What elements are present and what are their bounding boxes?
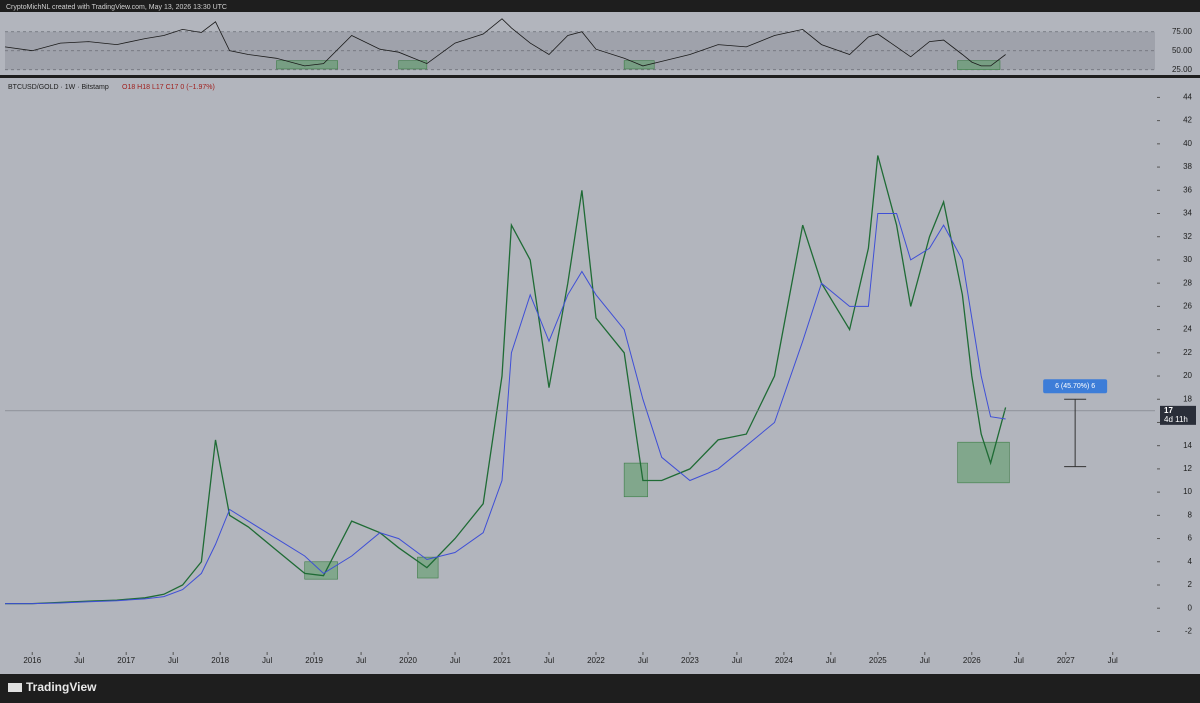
y-tick-label: 0 [1188, 603, 1193, 612]
y-tick-label: -2 [1185, 627, 1193, 636]
x-tick-label: 2023 [681, 656, 699, 665]
y-tick-label: 44 [1183, 93, 1192, 102]
y-tick-label: 6 [1188, 534, 1193, 543]
highlight-zone [276, 60, 338, 70]
y-tick-label: 40 [1183, 139, 1192, 148]
highlight-zone [957, 441, 1010, 484]
x-tick-label: 2025 [869, 656, 887, 665]
x-tick-label: 2016 [23, 656, 41, 665]
x-tick-label: Jul [920, 656, 930, 665]
y-tick-label: 2 [1188, 580, 1193, 589]
y-tick-label: 28 [1183, 278, 1192, 287]
x-tick-label: Jul [168, 656, 178, 665]
x-tick-label: 2018 [211, 656, 229, 665]
measure-label: 6 (45.70%) 6 [1055, 383, 1095, 390]
series-line [5, 155, 1007, 605]
series-line [4, 18, 1006, 67]
logo-text: TradingView [26, 680, 97, 694]
x-tick-label: 2022 [587, 656, 605, 665]
x-tick-label: Jul [1014, 656, 1024, 665]
y-tick-label: 20 [1183, 371, 1192, 380]
price-pane [0, 78, 1200, 674]
measure-box [1043, 379, 1108, 394]
y-tick-label: 26 [1183, 301, 1192, 310]
logo-mark [8, 683, 22, 692]
y-tick-label: 38 [1183, 162, 1192, 171]
x-tick-label: 2024 [775, 656, 793, 665]
x-tick-label: 2026 [963, 656, 981, 665]
x-tick-label: 2020 [399, 656, 417, 665]
y-tick-label: 32 [1183, 232, 1192, 241]
y-tick-label: 34 [1183, 209, 1192, 218]
y-tick-label: 4 [1188, 557, 1193, 566]
y-tick-label: 18 [1183, 394, 1192, 403]
y-tick-label: 36 [1183, 185, 1192, 194]
x-tick-label: Jul [356, 656, 366, 665]
y-tick-label: 50.00 [1172, 46, 1193, 55]
countdown: 4d 11h [1164, 415, 1188, 424]
series-line [5, 213, 1006, 605]
x-tick-label: Jul [74, 656, 84, 665]
header: CryptoMichNL created with TradingView.co… [6, 4, 227, 11]
x-tick-label: 2027 [1057, 656, 1075, 665]
x-tick-label: Jul [826, 656, 836, 665]
y-tick-label: 25.00 [1172, 65, 1193, 74]
y-tick-label: 30 [1183, 255, 1192, 264]
y-tick-label: 10 [1183, 487, 1192, 496]
symbol: BTCUSD/GOLD · 1W · Bitstamp [8, 84, 109, 91]
y-tick-label: 24 [1183, 325, 1192, 334]
y-tick-label: 42 [1183, 116, 1192, 125]
x-tick-label: Jul [1108, 656, 1118, 665]
ohlc: O18 H18 L17 C17 0 (−1.97%) [122, 84, 215, 91]
y-tick-label: 12 [1183, 464, 1192, 473]
highlight-zone [304, 561, 338, 580]
highlight-zone [398, 60, 428, 70]
last-price-box [1160, 405, 1196, 425]
y-tick-label: 14 [1183, 441, 1192, 450]
x-tick-label: 2021 [493, 656, 511, 665]
x-tick-label: Jul [262, 656, 272, 665]
last-price-label: 17 [1164, 406, 1173, 415]
y-tick-label: 22 [1183, 348, 1192, 357]
x-tick-label: Jul [544, 656, 554, 665]
x-tick-label: 2017 [117, 656, 135, 665]
x-tick-label: 2019 [305, 656, 323, 665]
x-tick-label: Jul [732, 656, 742, 665]
x-tick-label: Jul [450, 656, 460, 665]
y-tick-label: 8 [1188, 510, 1193, 519]
y-tick-label: 75.00 [1172, 27, 1193, 36]
logo: TradingView [8, 680, 97, 694]
x-tick-label: Jul [638, 656, 648, 665]
